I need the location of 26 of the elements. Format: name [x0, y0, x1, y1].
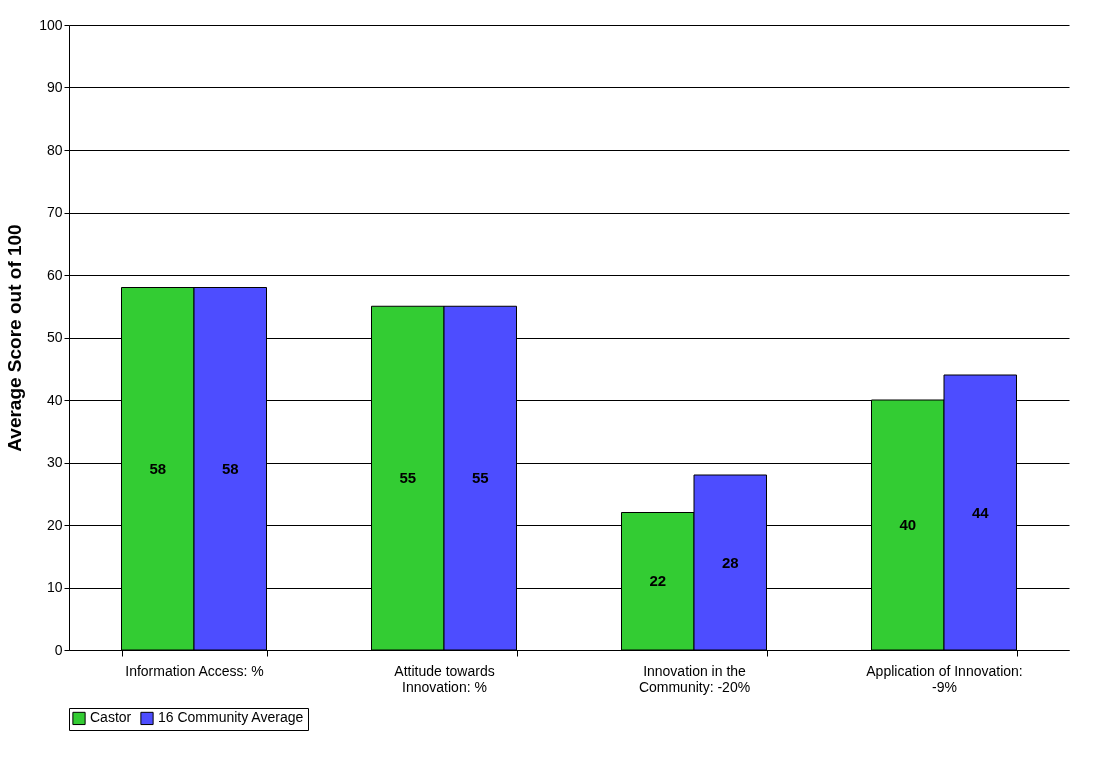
y-tick-label: 10	[46, 579, 63, 595]
data-label: 40	[899, 516, 917, 533]
y-tick-label: 100	[39, 16, 63, 33]
legend-label: 16 Community Average	[158, 709, 304, 726]
y-tick-label: 80	[46, 141, 63, 158]
data-label: 28	[721, 553, 739, 571]
y-tick-label: 30	[46, 454, 63, 470]
x-tick-label: Innovation in the Community: -20%	[638, 662, 751, 695]
data-label: 55	[471, 469, 489, 487]
data-label: 44	[971, 503, 990, 521]
data-label: 22	[649, 572, 667, 590]
y-tick-label: 90	[46, 79, 63, 95]
x-tick-label: Information Access: %	[125, 662, 264, 679]
x-tick-label: Application of Innovation: -9%	[866, 662, 1023, 695]
y-tick-label: 20	[46, 516, 63, 533]
data-label: 58	[221, 459, 239, 477]
x-tick-label: Attitude towards Innovation: %	[394, 662, 495, 695]
y-tick-label: 60	[46, 266, 63, 283]
y-tick-label: 50	[46, 329, 63, 345]
legend-label: Castor	[90, 709, 132, 726]
data-label: 55	[399, 469, 417, 487]
y-tick-label: 0	[54, 641, 63, 658]
y-tick-label: 40	[46, 391, 63, 408]
y-axis-title: Average Score out of 100	[4, 224, 26, 452]
y-tick-label: 70	[46, 204, 63, 220]
data-label: 58	[149, 459, 167, 477]
